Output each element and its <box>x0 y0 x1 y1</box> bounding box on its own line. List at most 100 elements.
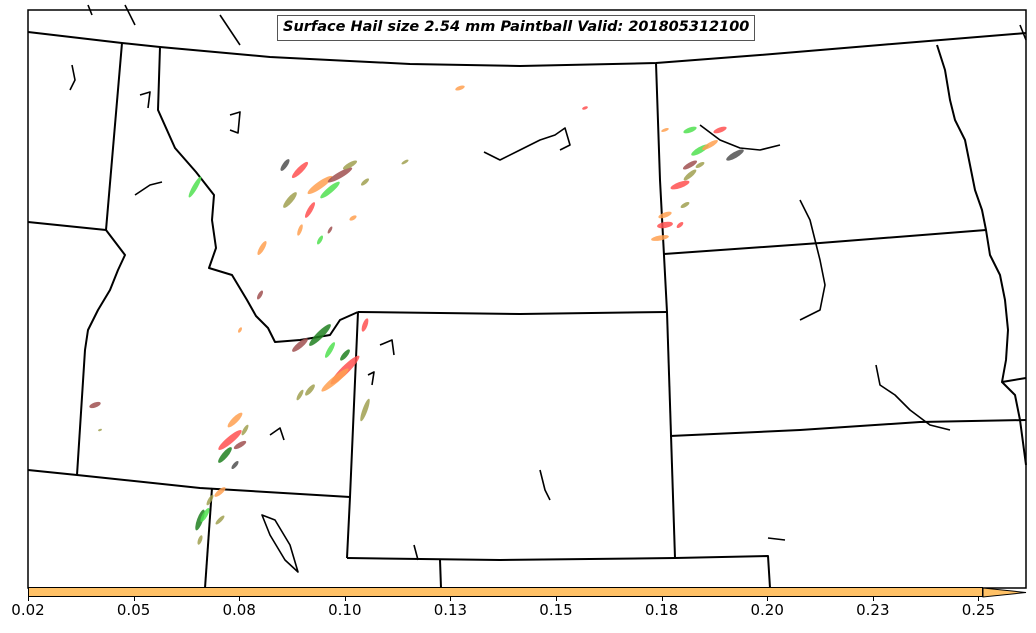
hail-swath <box>401 159 409 165</box>
nd-sd-border <box>663 229 987 255</box>
lake-small-1 <box>69 64 76 91</box>
hail-swath <box>257 240 267 256</box>
hail-swath <box>321 368 349 392</box>
lake-small-4 <box>134 181 163 196</box>
colorbar-tick-label: 0.08 <box>222 601 256 619</box>
hail-swath <box>327 167 353 183</box>
colorbar-tick-label: 0.13 <box>433 601 468 619</box>
map-title: Surface Hail size 2.54 mm Paintball Vali… <box>277 15 756 41</box>
washington-border <box>105 42 123 231</box>
wyoming-north-border <box>357 311 668 315</box>
utah-colorado-border <box>439 559 442 589</box>
hail-swath <box>683 126 697 134</box>
colorbar-tick-label: 0.10 <box>328 601 362 619</box>
hail-swath <box>200 507 210 523</box>
hail-swath <box>713 126 727 134</box>
lake-small-3 <box>229 111 241 134</box>
hail-swath <box>683 169 697 181</box>
nevada-north-border <box>27 469 351 498</box>
canada-border <box>27 31 1027 67</box>
colorbar-tick-label: 0.15 <box>539 601 573 619</box>
hail-swath <box>231 460 239 470</box>
snake-river <box>87 4 241 46</box>
hail-swath <box>233 440 247 450</box>
hail-swath <box>695 161 705 169</box>
hail-swath <box>256 290 264 300</box>
hail-swath <box>327 226 333 234</box>
paintball-swaths <box>89 85 744 545</box>
colorbar-tick <box>978 597 980 601</box>
colorbar-tick-label: 0.05 <box>116 601 151 619</box>
hail-swath <box>455 85 465 91</box>
hail-swath <box>682 160 698 170</box>
lake-small-5 <box>379 339 395 356</box>
colorbar <box>28 587 983 597</box>
colorbar-tick-label: 0.18 <box>644 601 679 619</box>
hail-swath <box>291 161 309 179</box>
wa-or-border <box>27 221 107 231</box>
colorbar-tick <box>133 597 135 601</box>
hail-swath <box>238 327 242 333</box>
hail-swath <box>658 211 672 219</box>
colorbar-tick <box>239 597 241 601</box>
hail-swath <box>702 140 718 150</box>
lake-small-8 <box>539 469 551 501</box>
hail-swath <box>283 192 297 208</box>
missouri-river-se <box>875 364 951 431</box>
hail-swath <box>676 222 684 228</box>
great-salt-lake <box>261 514 299 573</box>
hail-swath <box>218 429 242 451</box>
hail-swath <box>89 401 101 409</box>
idaho-oregon-border <box>76 229 126 476</box>
colorbar-tick <box>661 597 663 601</box>
lake-small-6 <box>367 371 375 386</box>
hail-swath <box>214 487 226 497</box>
hail-swath <box>309 324 331 346</box>
sd-ne-border <box>669 419 1027 437</box>
hail-swath <box>316 235 324 245</box>
colorado-north-border <box>674 555 771 589</box>
hail-swath <box>340 349 350 361</box>
montana-east-border <box>655 62 668 313</box>
missouri-river-sd <box>799 199 826 321</box>
lake-small-2 <box>139 91 151 109</box>
state-borders <box>27 31 1027 589</box>
wyoming-west-border <box>346 311 359 559</box>
hail-swath <box>680 201 690 209</box>
hail-swath <box>651 235 669 241</box>
colorbar-tick-label: 0.20 <box>750 601 784 619</box>
hail-swath <box>188 176 202 198</box>
hail-swath <box>670 180 690 190</box>
hail-swath <box>305 202 315 218</box>
lake-small-7 <box>269 427 285 441</box>
colorbar-tick <box>767 597 769 601</box>
hail-swath <box>218 447 232 463</box>
missouri-river-nd <box>699 124 781 151</box>
colorbar-tick-label: 0.23 <box>856 601 890 619</box>
hail-swath <box>320 181 340 199</box>
hail-swath <box>307 175 333 195</box>
hail-swath <box>726 149 744 161</box>
colorbar-tick-label: 0.02 <box>11 601 45 619</box>
colorbar-tick <box>344 597 346 601</box>
lake-outline <box>483 127 571 161</box>
hail-swath <box>296 389 304 401</box>
map-frame <box>27 9 1027 589</box>
hail-swath <box>342 160 358 170</box>
hail-swath <box>197 535 203 545</box>
rivers-lakes <box>69 4 1027 573</box>
hail-swath <box>305 384 315 396</box>
hail-swath <box>349 215 357 221</box>
iowa-border <box>1001 381 1027 466</box>
colorbar-tick <box>28 597 29 601</box>
colorbar-tick <box>872 597 874 601</box>
hail-swath <box>241 424 249 436</box>
hail-swath <box>325 342 335 358</box>
hail-swath <box>657 221 673 229</box>
hail-swath <box>98 428 102 432</box>
hail-swath <box>360 178 370 186</box>
hail-swath <box>297 224 303 236</box>
red-river-border <box>936 44 1027 383</box>
utah-west-border <box>204 487 213 589</box>
